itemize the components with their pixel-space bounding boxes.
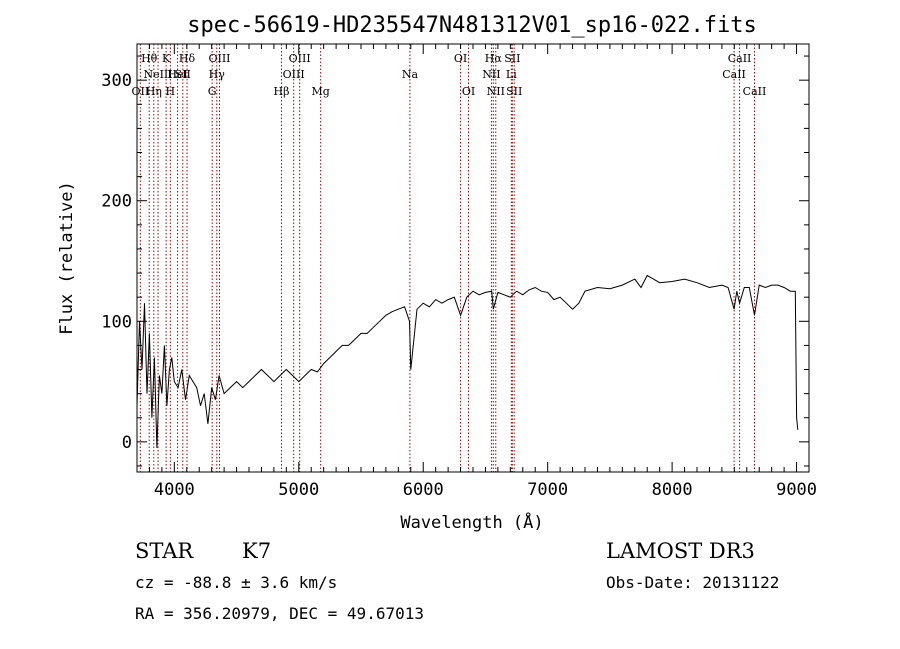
line-label-27: CaII: [743, 85, 767, 98]
line-label-26: CaII: [728, 52, 752, 65]
line-label-6: HeI: [167, 68, 187, 81]
spectral-line-markers: [139, 44, 755, 472]
line-label-7: SII: [175, 68, 191, 81]
line-label-9: G: [208, 85, 217, 98]
line-label-17: OI: [454, 52, 467, 65]
line-label-1: Hθ: [141, 52, 158, 65]
x-tick-label-2: 6000: [403, 480, 444, 500]
spectrum-line: [136, 274, 799, 448]
line-label-15: Mg: [312, 85, 330, 98]
x-tick-label-1: 5000: [278, 480, 319, 500]
x-axis-label: Wavelength (Å): [400, 511, 543, 533]
line-label-2: Hη: [146, 85, 162, 98]
line-label-14: OIII: [289, 52, 311, 65]
plot-frame: [136, 43, 810, 473]
spectral-line-labels: OIIHθHηNeIIIKHHeISIIHδGHγOIIIHβOIIIOIIIM…: [132, 52, 767, 98]
line-label-21: NII: [487, 85, 505, 98]
line-label-18: OI: [462, 85, 475, 98]
line-label-19: NII: [482, 68, 500, 81]
line-label-11: OIII: [208, 52, 230, 65]
line-label-10: Hγ: [209, 68, 226, 81]
y-axis-label: Flux (relative): [57, 181, 77, 335]
object-subclass: K7: [242, 539, 271, 563]
object-class: STAR: [135, 539, 194, 563]
coordinates: RA = 356.20979, DEC = 49.67013: [135, 604, 424, 623]
y-tick-label-3: 300: [101, 71, 132, 91]
y-tick-label-0: 0: [122, 433, 132, 453]
line-label-23: SII: [504, 52, 520, 65]
y-tick-label-2: 200: [101, 192, 132, 212]
line-label-5: H: [166, 85, 176, 98]
line-label-4: K: [162, 52, 171, 65]
line-label-13: OIII: [283, 68, 305, 81]
series-group: [136, 274, 799, 448]
x-tick-label-0: 4000: [154, 480, 195, 500]
x-tick-label-4: 8000: [652, 480, 693, 500]
line-label-16: Na: [402, 68, 419, 81]
line-label-3: NeIII: [143, 68, 172, 81]
redshift-cz: cz = -88.8 ± 3.6 km/s: [135, 573, 337, 592]
line-label-20: Hα: [485, 52, 503, 65]
line-label-22: Li: [506, 68, 517, 81]
x-tick-label-3: 7000: [527, 480, 568, 500]
x-tick-label-5: 9000: [776, 480, 817, 500]
line-label-24: SII: [506, 85, 522, 98]
line-label-0: OII: [132, 85, 150, 98]
observation-date: Obs-Date: 20131122: [606, 573, 779, 592]
line-label-12: Hβ: [274, 85, 290, 98]
survey-name: LAMOST DR3: [606, 539, 755, 563]
y-axis-ticks: 0 100 200 300: [101, 55, 809, 467]
chart-title: spec-56619-HD235547N481312V01_sp16-022.f…: [187, 13, 757, 38]
line-label-25: CaII: [722, 68, 746, 81]
y-tick-label-1: 100: [101, 312, 132, 332]
x-axis-ticks: 4000 5000 6000 7000 8000 9000: [136, 44, 817, 500]
line-label-8: Hδ: [179, 52, 196, 65]
